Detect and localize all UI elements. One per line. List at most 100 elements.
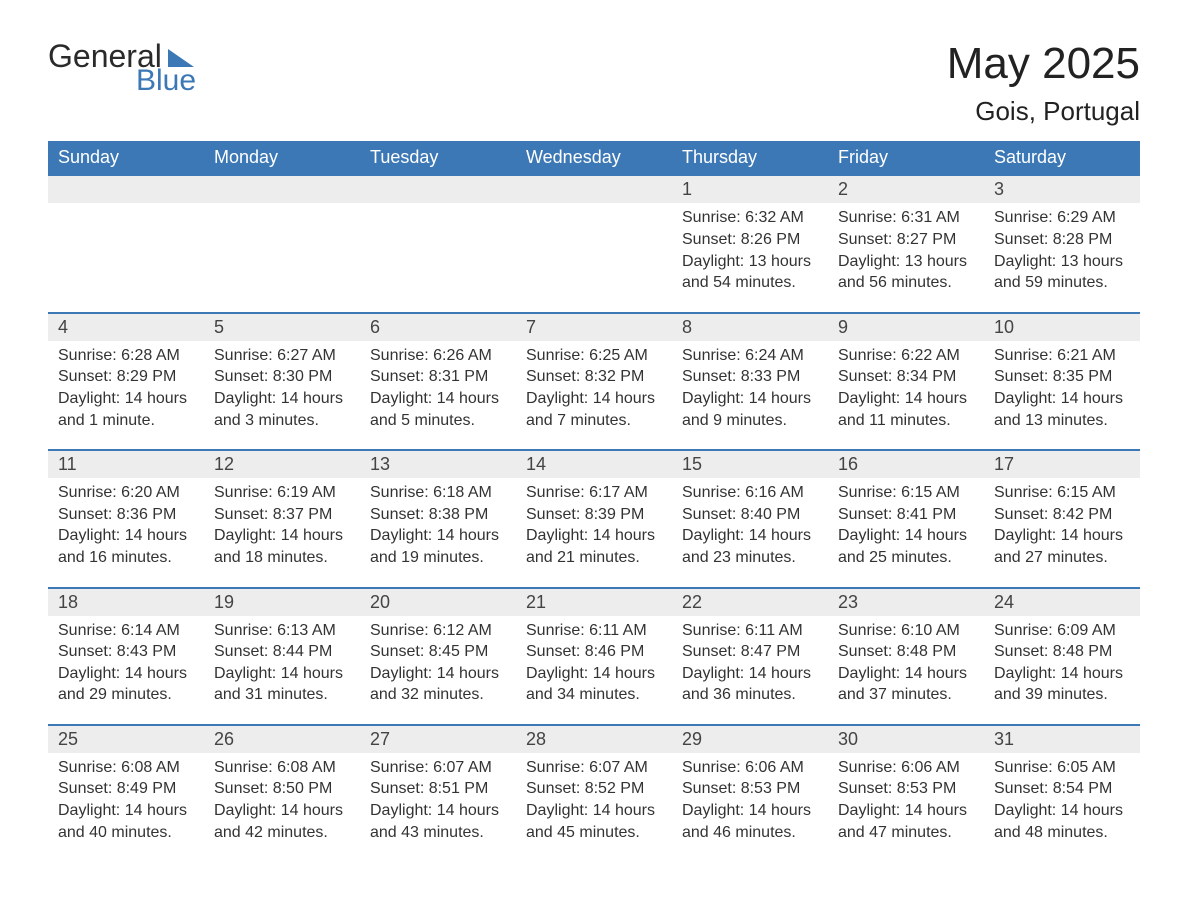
day-detail-cell: Sunrise: 6:25 AMSunset: 8:32 PMDaylight:… [516,341,672,450]
day-body-row: Sunrise: 6:08 AMSunset: 8:49 PMDaylight:… [48,753,1140,861]
day-number-cell: 24 [984,588,1140,616]
daylight-line: Daylight: 14 hours and 34 minutes. [526,663,662,706]
day-number-cell: 9 [828,313,984,341]
day-number-row: 123 [48,175,1140,203]
day-body-row: Sunrise: 6:32 AMSunset: 8:26 PMDaylight:… [48,203,1140,312]
day-number-cell: 20 [360,588,516,616]
day-number-cell: 8 [672,313,828,341]
col-tuesday: Tuesday [360,141,516,175]
daylight-line: Daylight: 14 hours and 29 minutes. [58,663,194,706]
day-number-row: 45678910 [48,313,1140,341]
sunrise-line: Sunrise: 6:11 AM [682,620,818,642]
sunrise-line: Sunrise: 6:28 AM [58,345,194,367]
sunrise-line: Sunrise: 6:06 AM [838,757,974,779]
day-detail-cell: Sunrise: 6:11 AMSunset: 8:47 PMDaylight:… [672,616,828,725]
daylight-line: Daylight: 14 hours and 47 minutes. [838,800,974,843]
sunrise-line: Sunrise: 6:18 AM [370,482,506,504]
sunset-line: Sunset: 8:26 PM [682,229,818,251]
sunset-line: Sunset: 8:46 PM [526,641,662,663]
day-number-cell: 31 [984,725,1140,753]
day-number-cell: 19 [204,588,360,616]
day-detail-cell: Sunrise: 6:14 AMSunset: 8:43 PMDaylight:… [48,616,204,725]
day-detail-cell: Sunrise: 6:10 AMSunset: 8:48 PMDaylight:… [828,616,984,725]
day-number-cell [204,175,360,203]
daylight-line: Daylight: 14 hours and 21 minutes. [526,525,662,568]
day-detail-cell [516,203,672,312]
daylight-line: Daylight: 14 hours and 40 minutes. [58,800,194,843]
sunrise-line: Sunrise: 6:19 AM [214,482,350,504]
sunset-line: Sunset: 8:53 PM [682,778,818,800]
daylight-line: Daylight: 14 hours and 27 minutes. [994,525,1130,568]
sunrise-line: Sunrise: 6:12 AM [370,620,506,642]
sunset-line: Sunset: 8:28 PM [994,229,1130,251]
day-number-cell: 5 [204,313,360,341]
day-number-cell: 27 [360,725,516,753]
daylight-line: Daylight: 14 hours and 13 minutes. [994,388,1130,431]
day-number-cell [48,175,204,203]
day-number-cell: 4 [48,313,204,341]
daylight-line: Daylight: 14 hours and 43 minutes. [370,800,506,843]
daylight-line: Daylight: 14 hours and 18 minutes. [214,525,350,568]
sunset-line: Sunset: 8:43 PM [58,641,194,663]
daylight-line: Daylight: 14 hours and 1 minute. [58,388,194,431]
day-detail-cell: Sunrise: 6:22 AMSunset: 8:34 PMDaylight:… [828,341,984,450]
daylight-line: Daylight: 14 hours and 42 minutes. [214,800,350,843]
sunset-line: Sunset: 8:51 PM [370,778,506,800]
sunset-line: Sunset: 8:49 PM [58,778,194,800]
daylight-line: Daylight: 14 hours and 9 minutes. [682,388,818,431]
daylight-line: Daylight: 14 hours and 11 minutes. [838,388,974,431]
day-detail-cell: Sunrise: 6:09 AMSunset: 8:48 PMDaylight:… [984,616,1140,725]
daylight-line: Daylight: 14 hours and 32 minutes. [370,663,506,706]
day-detail-cell: Sunrise: 6:24 AMSunset: 8:33 PMDaylight:… [672,341,828,450]
day-number-cell: 10 [984,313,1140,341]
day-detail-cell: Sunrise: 6:05 AMSunset: 8:54 PMDaylight:… [984,753,1140,861]
sunrise-line: Sunrise: 6:15 AM [994,482,1130,504]
sunrise-line: Sunrise: 6:08 AM [58,757,194,779]
logo: General Blue [48,40,196,96]
sunset-line: Sunset: 8:31 PM [370,366,506,388]
day-number-cell [360,175,516,203]
day-body-row: Sunrise: 6:28 AMSunset: 8:29 PMDaylight:… [48,341,1140,450]
day-number-cell: 12 [204,450,360,478]
daylight-line: Daylight: 14 hours and 36 minutes. [682,663,818,706]
day-detail-cell: Sunrise: 6:26 AMSunset: 8:31 PMDaylight:… [360,341,516,450]
sunrise-line: Sunrise: 6:32 AM [682,207,818,229]
sunrise-line: Sunrise: 6:25 AM [526,345,662,367]
sunset-line: Sunset: 8:30 PM [214,366,350,388]
daylight-line: Daylight: 13 hours and 59 minutes. [994,251,1130,294]
sunrise-line: Sunrise: 6:16 AM [682,482,818,504]
day-detail-cell: Sunrise: 6:27 AMSunset: 8:30 PMDaylight:… [204,341,360,450]
day-number-cell: 14 [516,450,672,478]
day-detail-cell [204,203,360,312]
day-detail-cell: Sunrise: 6:08 AMSunset: 8:49 PMDaylight:… [48,753,204,861]
sunrise-line: Sunrise: 6:27 AM [214,345,350,367]
col-sunday: Sunday [48,141,204,175]
day-detail-cell: Sunrise: 6:07 AMSunset: 8:52 PMDaylight:… [516,753,672,861]
day-number-cell: 28 [516,725,672,753]
sunrise-line: Sunrise: 6:17 AM [526,482,662,504]
sunset-line: Sunset: 8:33 PM [682,366,818,388]
day-number-cell: 16 [828,450,984,478]
sunrise-line: Sunrise: 6:26 AM [370,345,506,367]
day-detail-cell: Sunrise: 6:29 AMSunset: 8:28 PMDaylight:… [984,203,1140,312]
sunset-line: Sunset: 8:35 PM [994,366,1130,388]
sunset-line: Sunset: 8:42 PM [994,504,1130,526]
sunrise-line: Sunrise: 6:09 AM [994,620,1130,642]
daylight-line: Daylight: 13 hours and 54 minutes. [682,251,818,294]
day-number-row: 11121314151617 [48,450,1140,478]
sunset-line: Sunset: 8:44 PM [214,641,350,663]
day-detail-cell: Sunrise: 6:31 AMSunset: 8:27 PMDaylight:… [828,203,984,312]
page-header: General Blue May 2025 Gois, Portugal [48,40,1140,127]
sunset-line: Sunset: 8:40 PM [682,504,818,526]
day-number-cell: 23 [828,588,984,616]
sunset-line: Sunset: 8:52 PM [526,778,662,800]
sunset-line: Sunset: 8:38 PM [370,504,506,526]
day-detail-cell: Sunrise: 6:21 AMSunset: 8:35 PMDaylight:… [984,341,1140,450]
sunrise-line: Sunrise: 6:11 AM [526,620,662,642]
sunset-line: Sunset: 8:47 PM [682,641,818,663]
col-wednesday: Wednesday [516,141,672,175]
day-number-cell: 15 [672,450,828,478]
sunset-line: Sunset: 8:48 PM [838,641,974,663]
day-detail-cell: Sunrise: 6:12 AMSunset: 8:45 PMDaylight:… [360,616,516,725]
sunset-line: Sunset: 8:39 PM [526,504,662,526]
